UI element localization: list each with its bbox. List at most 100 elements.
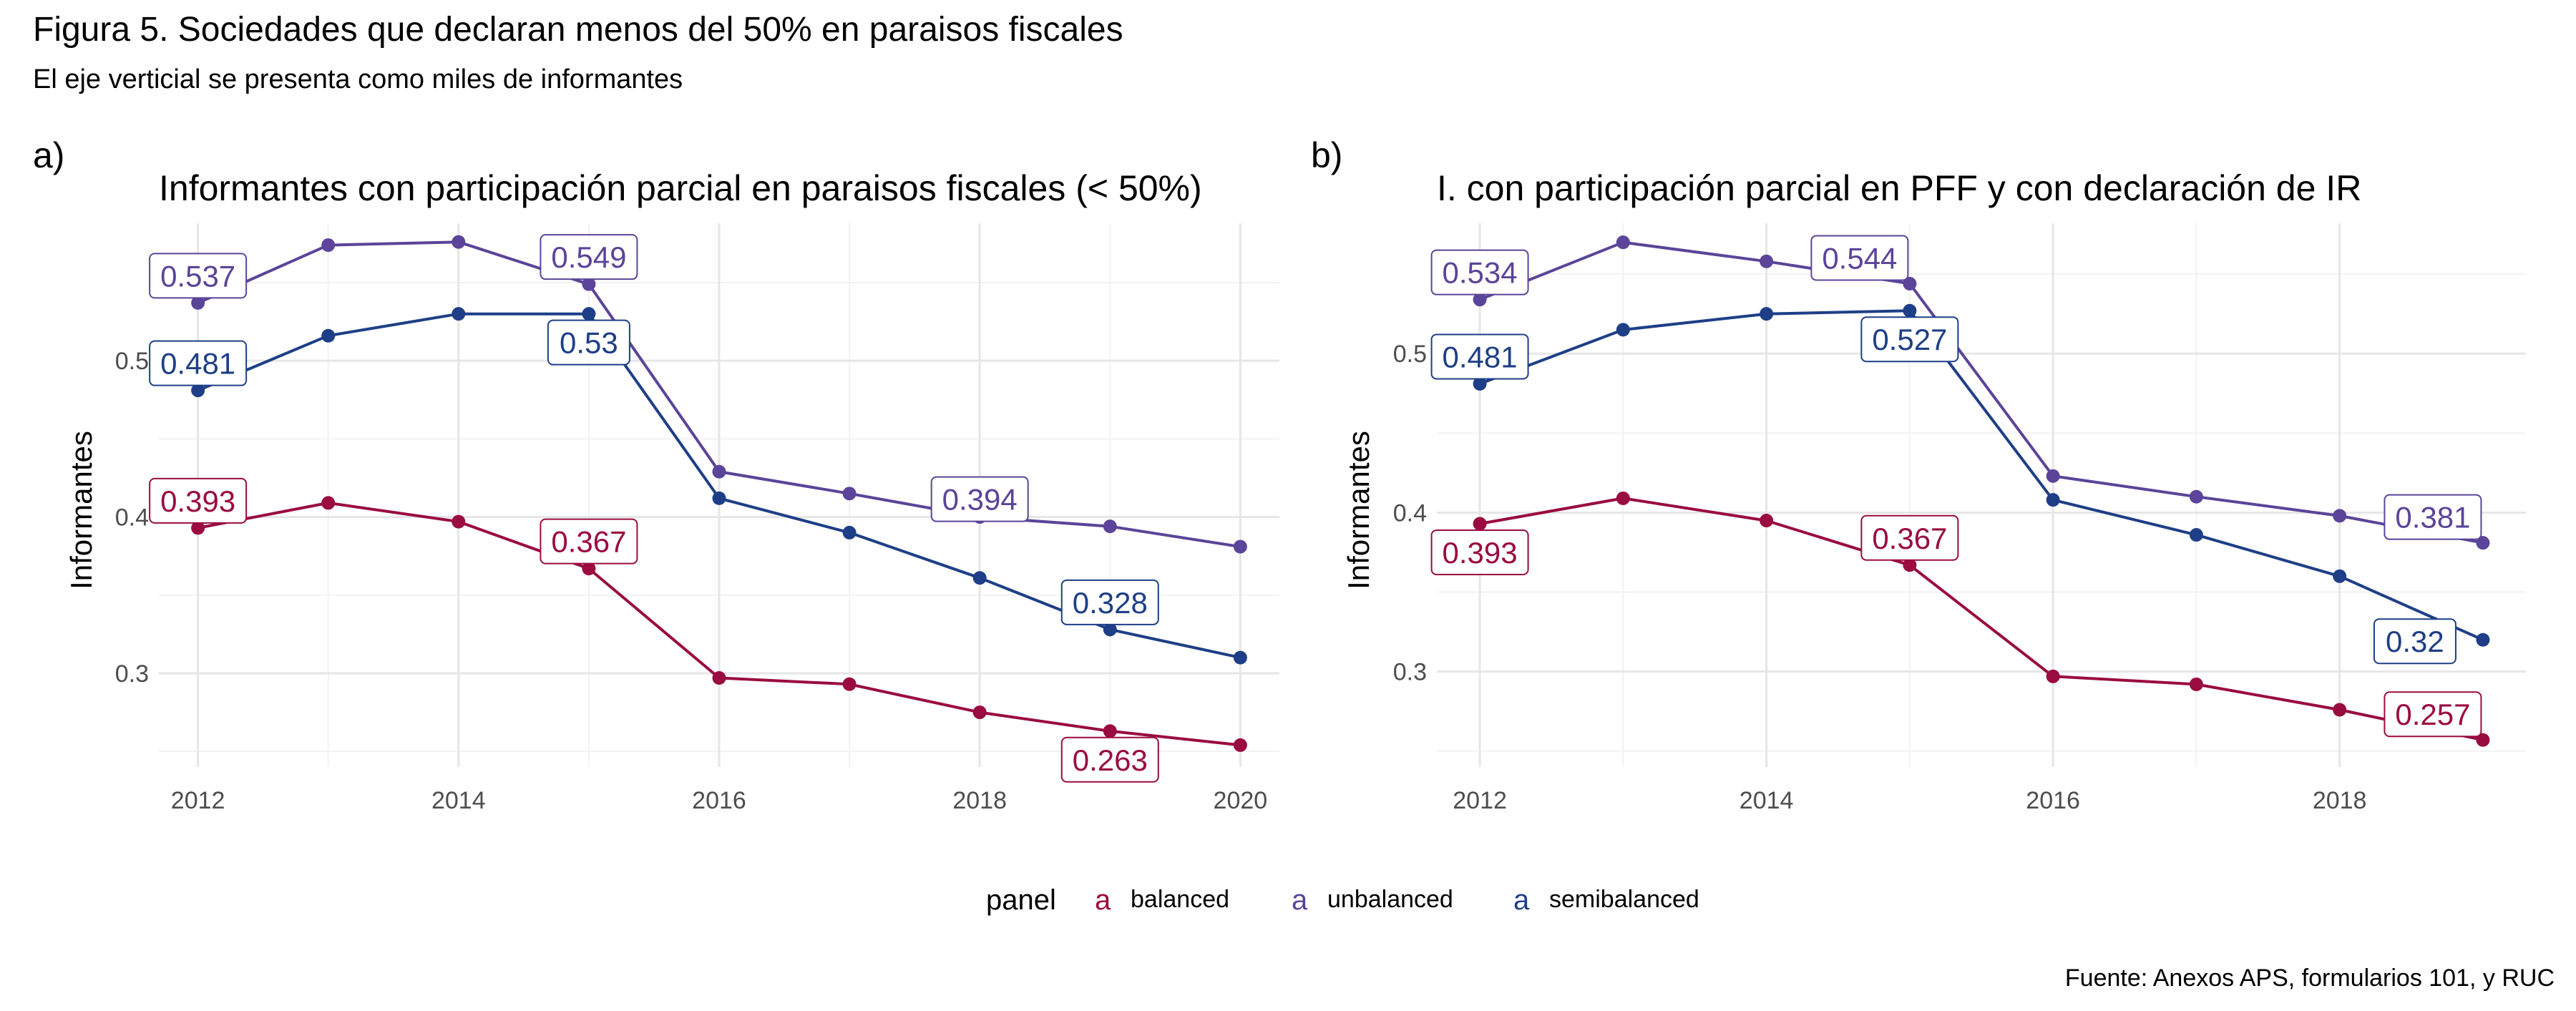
data-point-balanced xyxy=(842,677,857,691)
legend-key-balanced: a xyxy=(1095,884,1111,916)
data-label-text: 0.53 xyxy=(560,326,618,360)
data-label-box xyxy=(1430,333,1529,380)
data-point-semibalanced xyxy=(842,525,857,539)
data-label-text: 0.549 xyxy=(551,240,626,274)
data-point-balanced xyxy=(2189,677,2203,691)
data-label-semibalanced: 0.481 xyxy=(149,340,248,386)
data-label-balanced: 0.393 xyxy=(1430,529,1529,575)
data-label-box xyxy=(2384,494,2482,540)
data-point-semibalanced xyxy=(452,307,466,321)
data-point-balanced xyxy=(712,671,726,685)
data-label-text: 0.527 xyxy=(1872,323,1947,356)
data-label-box xyxy=(1810,235,1909,281)
legend-item-semibalanced: a semibalanced xyxy=(1513,884,1699,916)
data-point-balanced xyxy=(1903,558,1917,572)
data-label-text: 0.537 xyxy=(160,259,235,293)
data-label-box xyxy=(547,319,630,366)
data-point-semibalanced xyxy=(1473,376,1487,391)
data-label-text: 0.328 xyxy=(1073,586,1148,620)
data-point-semibalanced xyxy=(321,328,336,343)
legend-label-balanced: balanced xyxy=(1131,886,1229,913)
data-point-semibalanced xyxy=(191,384,205,398)
panel-a-label: a) xyxy=(33,135,64,175)
data-point-unbalanced xyxy=(2046,469,2060,483)
data-label-box xyxy=(2373,618,2457,665)
y-tick-label: 0.4 xyxy=(1393,499,1427,527)
data-point-semibalanced xyxy=(972,571,987,585)
data-label-box xyxy=(149,477,248,524)
data-point-balanced xyxy=(972,705,987,720)
data-label-text: 0.393 xyxy=(160,484,235,518)
data-point-unbalanced xyxy=(1760,254,1774,268)
legend-title: panel xyxy=(986,884,1056,916)
data-point-unbalanced xyxy=(2333,509,2347,523)
data-label-box xyxy=(1060,579,1159,625)
data-point-balanced xyxy=(1616,491,1630,505)
legend-item-balanced: a balanced xyxy=(1095,884,1229,916)
y-tick-label: 0.5 xyxy=(1393,341,1427,368)
y-tick-label: 0.4 xyxy=(115,504,149,532)
data-point-balanced xyxy=(1473,517,1487,531)
panel-b-y-axis-title: Informantes xyxy=(1342,431,1375,590)
data-point-balanced xyxy=(2476,733,2490,747)
data-label-text: 0.263 xyxy=(1073,743,1148,777)
legend-label-semibalanced: semibalanced xyxy=(1549,886,1699,913)
data-label-balanced: 0.393 xyxy=(149,477,248,524)
data-label-box xyxy=(1860,514,1959,561)
data-label-text: 0.393 xyxy=(1443,536,1518,570)
data-point-semibalanced xyxy=(2189,528,2203,542)
x-tick-label: 2018 xyxy=(952,787,1007,814)
data-label-text: 0.481 xyxy=(160,347,235,381)
data-label-box xyxy=(2384,691,2482,738)
data-point-semibalanced xyxy=(1233,650,1247,665)
data-point-unbalanced xyxy=(582,277,596,291)
x-tick-label: 2012 xyxy=(1453,787,1507,814)
series-line-balanced xyxy=(1479,497,2484,742)
data-label-text: 0.257 xyxy=(2395,698,2470,731)
data-point-unbalanced xyxy=(1903,276,1917,290)
panel-b-title: I. con participación parcial en PFF y co… xyxy=(1437,168,2361,208)
y-tick-label: 0.3 xyxy=(115,660,149,688)
data-label-box xyxy=(540,518,638,565)
x-tick-label: 2018 xyxy=(2313,787,2367,814)
data-point-unbalanced xyxy=(191,296,205,310)
panel-a-title: Informantes con participación parcial en… xyxy=(159,168,1202,208)
data-label-balanced: 0.367 xyxy=(540,518,638,565)
data-label-balanced: 0.257 xyxy=(2384,691,2482,738)
data-point-semibalanced xyxy=(2046,493,2060,507)
data-point-unbalanced xyxy=(842,487,857,501)
x-tick-label: 2020 xyxy=(1214,787,1268,814)
data-point-semibalanced xyxy=(1903,303,1917,318)
figure-title: Figura 5. Sociedades que declaran menos … xyxy=(33,11,1123,49)
data-point-balanced xyxy=(191,521,205,535)
data-label-box xyxy=(1060,736,1159,783)
panel-b-label: b) xyxy=(1311,135,1342,175)
data-point-balanced xyxy=(2046,669,2060,683)
legend: panel a balanced a unbalanced a semibalanced xyxy=(986,884,1699,916)
data-point-unbalanced xyxy=(2476,536,2490,550)
data-label-box xyxy=(930,476,1029,522)
legend-label-unbalanced: unbalanced xyxy=(1327,886,1453,913)
y-tick-label: 0.3 xyxy=(1393,659,1427,686)
data-label-semibalanced: 0.328 xyxy=(1060,579,1159,625)
x-tick-label: 2014 xyxy=(1740,787,1794,814)
data-label-box xyxy=(1430,529,1529,575)
data-label-semibalanced: 0.481 xyxy=(1430,333,1529,380)
data-label-unbalanced: 0.537 xyxy=(149,253,248,299)
panel-a: a) Informantes con participación parcial… xyxy=(33,135,1279,814)
data-point-unbalanced xyxy=(2189,489,2203,504)
data-point-unbalanced xyxy=(1233,539,1247,554)
data-point-unbalanced xyxy=(1616,235,1630,250)
data-point-balanced xyxy=(1760,514,1774,528)
data-label-text: 0.381 xyxy=(2395,501,2470,534)
x-tick-label: 2014 xyxy=(431,787,486,814)
legend-item-unbalanced: a unbalanced xyxy=(1292,884,1453,916)
data-label-balanced: 0.367 xyxy=(1860,514,1959,561)
data-point-semibalanced xyxy=(2476,633,2490,647)
data-label-text: 0.394 xyxy=(942,483,1018,517)
data-label-text: 0.32 xyxy=(2386,625,2444,658)
data-point-balanced xyxy=(1103,724,1117,738)
data-point-unbalanced xyxy=(1103,519,1117,534)
data-point-balanced xyxy=(452,514,466,529)
